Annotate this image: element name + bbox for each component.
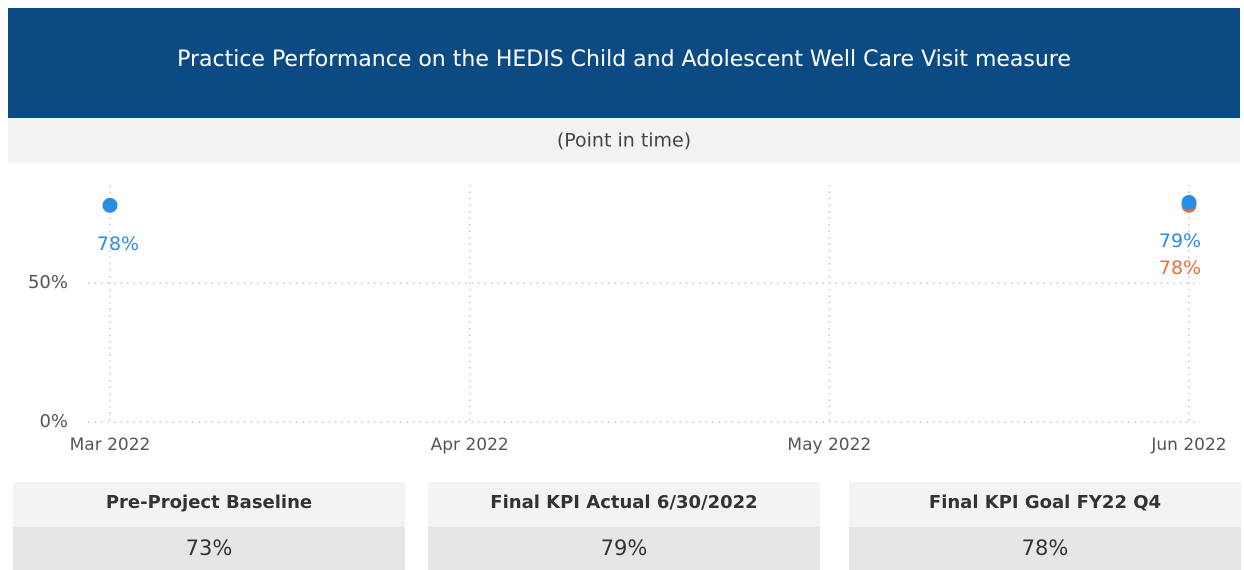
card-header (428, 482, 820, 527)
card-label: Pre-Project Baseline (106, 492, 312, 513)
subtitle-bar (8, 118, 1240, 162)
card-value-band (13, 527, 405, 570)
data-point (1181, 195, 1197, 211)
card-value-band (428, 527, 820, 570)
card-label: Final KPI Actual 6/30/2022 (490, 492, 757, 513)
card-header (13, 482, 405, 527)
data-label: 78% (97, 233, 139, 255)
data-label: 79% (1159, 230, 1201, 252)
x-tick-label: Jun 2022 (1150, 435, 1226, 455)
card-header (849, 482, 1241, 527)
y-tick-label: 0% (39, 411, 68, 432)
x-tick-label: Mar 2022 (70, 435, 151, 455)
card-label: Final KPI Goal FY22 Q4 (929, 492, 1161, 513)
y-tick-label: 50% (28, 272, 68, 293)
chart-title: Practice Performance on the HEDIS Child … (177, 47, 1071, 72)
card-value: 79% (601, 536, 648, 560)
x-tick-label: Apr 2022 (431, 435, 509, 455)
chart-subtitle: (Point in time) (557, 130, 691, 152)
card-value: 78% (1022, 536, 1069, 560)
x-tick-label: May 2022 (787, 435, 871, 455)
card-value-band (849, 527, 1241, 570)
data-label: 78% (1159, 257, 1201, 279)
title-bar (8, 8, 1240, 118)
card-value: 73% (186, 536, 233, 560)
data-point (102, 197, 118, 213)
